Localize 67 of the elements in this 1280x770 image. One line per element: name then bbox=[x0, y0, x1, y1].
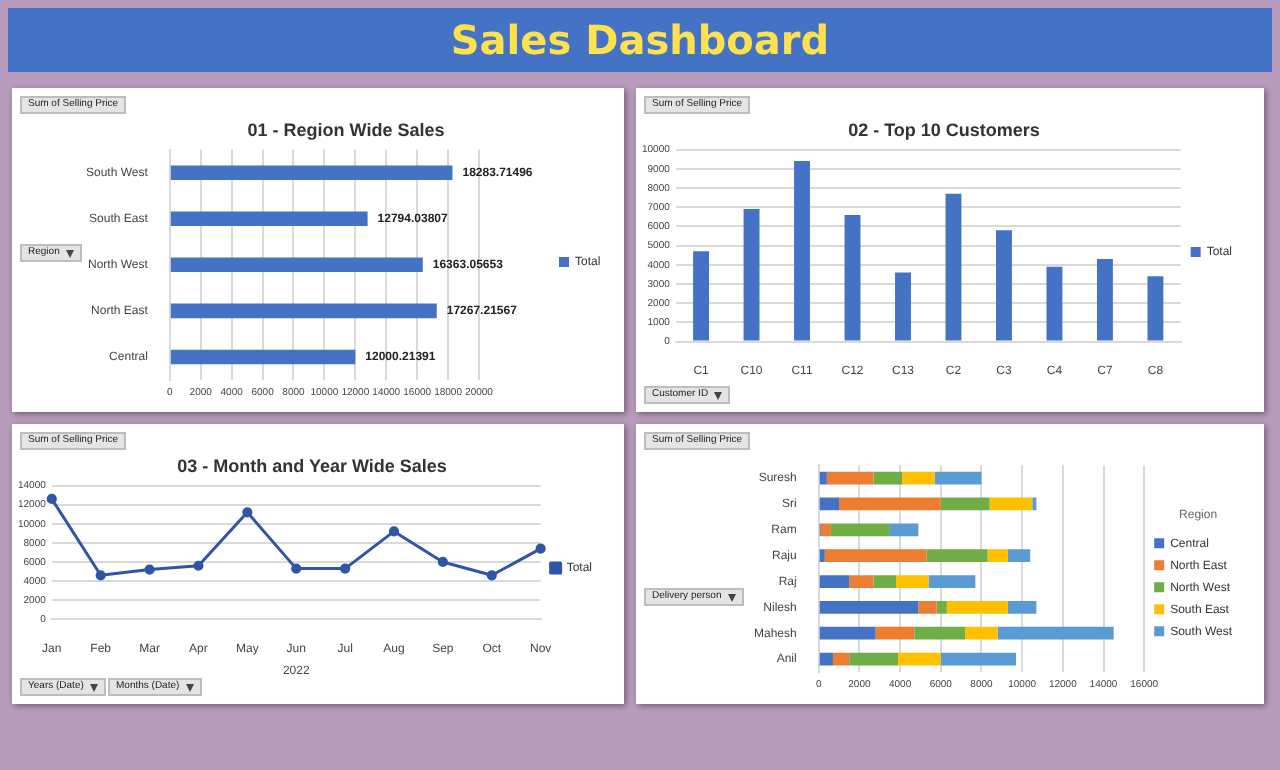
bar bbox=[940, 497, 990, 511]
bar bbox=[844, 214, 861, 341]
bar bbox=[170, 303, 437, 319]
bar bbox=[965, 626, 998, 640]
bar bbox=[743, 209, 760, 341]
point bbox=[486, 570, 497, 581]
point bbox=[340, 563, 351, 574]
bar bbox=[820, 523, 831, 537]
bar bbox=[996, 230, 1012, 341]
bar bbox=[934, 471, 982, 485]
bar bbox=[824, 549, 927, 563]
bar bbox=[170, 165, 453, 180]
point bbox=[46, 493, 57, 505]
point bbox=[193, 560, 204, 571]
bar bbox=[849, 575, 874, 588]
bar bbox=[875, 626, 915, 640]
bar bbox=[819, 549, 825, 563]
bar bbox=[946, 600, 1008, 614]
point bbox=[291, 563, 302, 574]
point bbox=[242, 507, 253, 518]
bar bbox=[832, 652, 850, 666]
bar bbox=[819, 497, 840, 511]
bar bbox=[918, 600, 937, 614]
bar bbox=[997, 626, 1114, 640]
bar bbox=[989, 497, 1033, 511]
bar bbox=[928, 575, 976, 588]
bar bbox=[819, 471, 827, 485]
bar bbox=[819, 575, 850, 588]
bar bbox=[826, 471, 874, 485]
chart-title: 02 - Top 10 Customers bbox=[848, 119, 1040, 140]
bar bbox=[1046, 266, 1063, 341]
bar bbox=[987, 549, 1008, 563]
bar bbox=[839, 497, 941, 511]
chart-title: 01 - Region Wide Sales bbox=[247, 119, 445, 140]
bar bbox=[895, 272, 911, 341]
bar bbox=[1007, 600, 1037, 614]
bar bbox=[914, 626, 966, 640]
point bbox=[535, 543, 546, 554]
bar bbox=[819, 626, 876, 640]
bar bbox=[170, 211, 368, 226]
bar bbox=[1096, 259, 1113, 341]
bar bbox=[940, 652, 1017, 666]
bar bbox=[1147, 276, 1164, 341]
bar bbox=[1007, 549, 1031, 563]
bar bbox=[898, 652, 941, 666]
bar bbox=[902, 471, 935, 485]
bar bbox=[896, 575, 929, 588]
bar bbox=[819, 652, 833, 666]
bar bbox=[873, 575, 896, 588]
chart-title: 03 - Month and Year Wide Sales bbox=[177, 455, 447, 476]
bar bbox=[819, 600, 919, 614]
point bbox=[144, 564, 155, 575]
bar bbox=[936, 600, 947, 614]
point bbox=[388, 526, 400, 537]
text: Sales Dashboard bbox=[450, 16, 830, 64]
bar bbox=[849, 652, 899, 666]
point bbox=[95, 570, 106, 581]
bar bbox=[926, 549, 988, 563]
bar bbox=[830, 523, 890, 537]
bar bbox=[889, 523, 919, 537]
bar bbox=[170, 349, 356, 365]
bar bbox=[170, 257, 423, 273]
bar bbox=[873, 471, 903, 485]
point bbox=[437, 556, 448, 568]
bar bbox=[945, 193, 962, 341]
bar bbox=[794, 161, 810, 341]
bar bbox=[693, 251, 709, 341]
